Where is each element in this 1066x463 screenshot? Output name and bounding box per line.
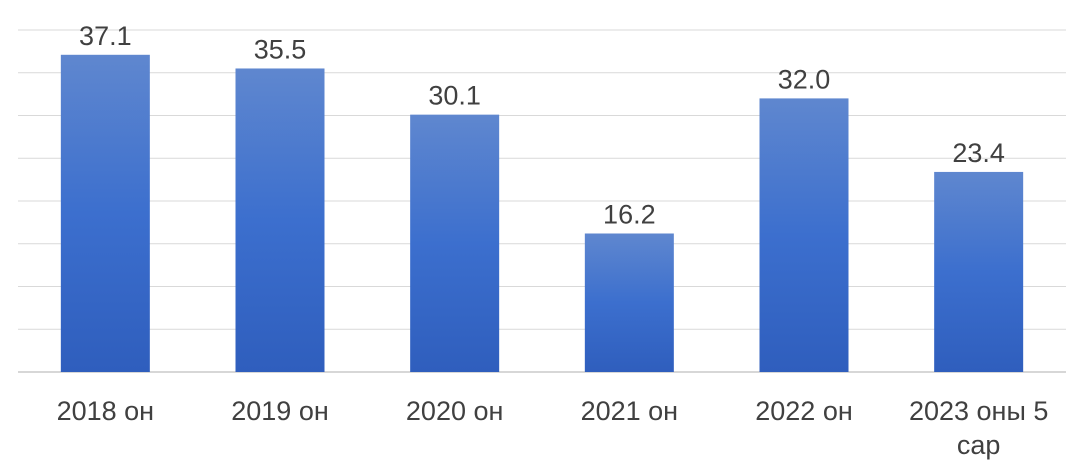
x-tick-label: 2018 он (57, 396, 155, 426)
bar-value-label: 32.0 (778, 64, 831, 94)
bar-value-label: 23.4 (952, 138, 1005, 168)
bar-value-label: 16.2 (603, 199, 656, 229)
x-tick-label: 2022 он (755, 396, 853, 426)
bar (934, 171, 1024, 372)
bar (235, 68, 325, 372)
bar (584, 233, 674, 372)
bar (60, 54, 150, 373)
gridlines (18, 29, 1066, 373)
bar-value-label: 37.1 (79, 21, 132, 51)
x-tick-label: 2021 он (581, 396, 679, 426)
bar (759, 98, 849, 373)
x-tick-labels: 2018 он 2019 он 2020 он 2021 он 2022 он 2023 … (57, 396, 1049, 460)
data-labels: 37.1 35.5 30.1 16.2 32.0 23.4 (79, 21, 1005, 230)
x-tick-label: 2023 оны 5 сар (909, 396, 1048, 460)
bars (60, 54, 1024, 373)
bar (410, 114, 500, 373)
bar-value-label: 30.1 (428, 81, 481, 111)
x-tick-label: 2019 он (231, 396, 329, 426)
x-tick-label: 2020 он (406, 396, 504, 426)
bar-value-label: 35.5 (254, 34, 307, 64)
